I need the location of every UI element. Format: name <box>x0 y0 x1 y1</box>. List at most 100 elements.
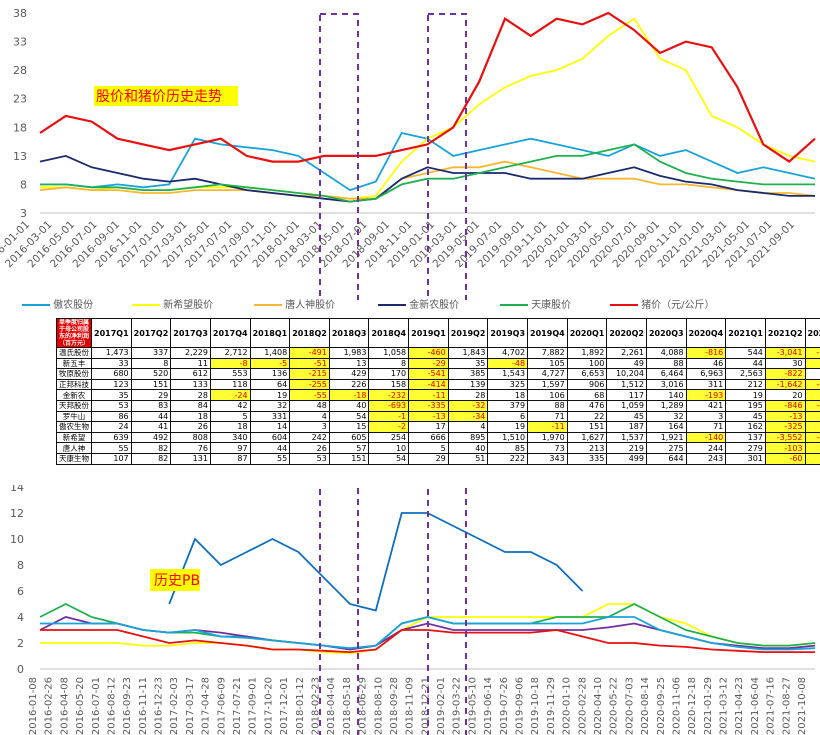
profit-table-cell: 140 <box>645 389 687 401</box>
profit-table-cell: 164 <box>645 421 687 433</box>
profit-table-cell: -140 <box>685 431 727 444</box>
profit-table-company: 天邦股份 <box>56 399 92 412</box>
profit-table-cell: -414 <box>408 378 449 391</box>
profit-table-cell: -332 <box>804 389 820 401</box>
profit-table-cell: 158 <box>368 378 410 391</box>
profit-table-col-header: 2017Q3 <box>170 318 211 348</box>
profit-table-cell: -11 <box>408 389 449 401</box>
profit-table-cell: 4,088 <box>645 347 687 359</box>
table-row: 罗牛山8644185331454-1-13-34671224532345-13-… <box>56 410 820 423</box>
bottom-x-tick-label: 2020-04-10 <box>593 677 604 735</box>
profit-table-cell: 3 <box>685 410 727 423</box>
bottom-x-tick-label: 2021-07-16 <box>766 677 777 735</box>
profit-table-cell: -193 <box>685 389 727 401</box>
profit-table-cell: 71 <box>527 410 568 423</box>
profit-table-col-header: 2019Q2 <box>447 318 489 348</box>
profit-table-cell: 35 <box>91 389 132 401</box>
profit-table-cell: 311 <box>685 378 727 391</box>
profit-table-cell: 808 <box>170 431 211 444</box>
profit-table-cell: 20 <box>764 389 806 401</box>
bottom-x-tick-label: 2016-09-23 <box>122 677 133 735</box>
bottom-chart: 14 12 10 8 6 4 2 0 2016-01-08 2016-02-26 2016-04-… <box>10 485 820 735</box>
bottom-x-tick-label: 2021-06-04 <box>750 677 761 735</box>
profit-table-cell: 28 <box>447 389 489 401</box>
legend-label-xinxiwang: 新希望股价 <box>163 300 214 311</box>
bottom-x-tick-label: 2020-01-10 <box>562 677 573 735</box>
profit-table-cell: 1,970 <box>527 431 568 444</box>
profit-table-cell: 429 <box>328 368 370 380</box>
bottom-x-tick-label: 2019-03-22 <box>452 677 463 735</box>
profit-table-cell: 26 <box>289 442 330 454</box>
profit-table-cell: 41 <box>130 421 172 433</box>
profit-table-cell: 123 <box>91 378 132 391</box>
profit-table-cell: 22 <box>566 410 608 423</box>
table-row: 牧原股份 680 520 612 553 136 -215 429 170 -541 385 1,54… <box>56 368 820 380</box>
profit-table-cell: -816 <box>685 347 727 359</box>
table-row: 新希望 639 492 808 340 604 242 605 254 666 895 1,510 1,… <box>56 431 820 444</box>
profit-table-cell: 421 <box>685 399 727 412</box>
profit-table-cell: -541 <box>408 368 449 380</box>
profit-table-corner: 单季度归属于母公司股东的净利润（百万元） <box>56 318 92 348</box>
profit-table-cell: 28 <box>170 389 211 401</box>
profit-table-cell: 26 <box>170 421 211 433</box>
profit-table-cell: -215 <box>289 368 330 380</box>
profit-table-cell: 553 <box>209 368 251 380</box>
profit-table-cell: 18 <box>209 421 251 433</box>
profit-table-cell: 343 <box>527 452 568 465</box>
profit-table-cell: -24 <box>209 389 251 401</box>
profit-table-cell: 24 <box>91 421 132 433</box>
profit-table-col-header: 2020Q2 <box>606 318 647 348</box>
profit-table-cell: 44 <box>130 410 172 423</box>
profit-table-cell: 88 <box>527 399 568 412</box>
bottom-y-tick-label: 4 <box>17 611 24 624</box>
bottom-x-tick-label: 2018-12-21 <box>420 677 431 735</box>
profit-table-cell: 45 <box>606 410 647 423</box>
profit-table-cell: 84 <box>170 399 211 412</box>
profit-table-cell: 82 <box>130 452 172 465</box>
bottom-x-tick-label: 2019-09-06 <box>515 677 526 735</box>
profit-table-cell: 6,653 <box>566 368 608 380</box>
profit-table-cell: 187 <box>606 421 647 433</box>
legend-item-tiankang: 天康股价 <box>500 296 571 311</box>
profit-table-cell: -2 <box>368 421 410 433</box>
table-row: 唐人神 55 82 76 97 44 26 57 10 5 40 85 73 213 219 275 244 27… <box>56 442 820 454</box>
profit-table-cell: 2,261 <box>606 347 647 359</box>
profit-table-cell: 379 <box>487 399 529 412</box>
profit-table-company: 温氏股份 <box>56 347 92 359</box>
profit-table-cell: 8 <box>130 357 172 370</box>
profit-table-cell: 212 <box>725 378 766 391</box>
profit-table-cell: 7,882 <box>527 347 568 359</box>
profit-table-cell: -103 <box>764 442 806 454</box>
profit-table-cell: 48 <box>289 399 330 412</box>
profit-table-cell: 54 <box>328 410 370 423</box>
bottom-x-tick-label: 2018-08-10 <box>373 677 384 735</box>
bottom-x-tick-label: 2019-07-26 <box>499 677 510 735</box>
bottom-y-tick-label: 6 <box>17 585 24 598</box>
table-row: 温氏股份 1,473 337 2,229 2,712 1,408 -491 1,983 1,05… <box>56 347 820 359</box>
bottom-x-tick-label: 2016-11-11 <box>138 677 149 735</box>
profit-table-cell: 243 <box>685 452 727 465</box>
profit-table-cell: 605 <box>328 431 370 444</box>
profit-table-cell: 68 <box>566 389 608 401</box>
top-series-pork <box>39 11 816 163</box>
profit-table-cell: 15 <box>328 421 370 433</box>
bottom-x-tick-label: 2017-09-01 <box>248 677 259 735</box>
profit-table-cell: -5 <box>249 357 291 370</box>
profit-table-cell: 337 <box>130 347 172 359</box>
top-chart: 38 33 28 23 18 13 8 3 2016-01-012016-03-012016-… <box>0 7 816 300</box>
profit-table-company: 新五丰 <box>56 357 92 370</box>
bottom-x-tick-label: 2017-12-01 <box>279 677 290 735</box>
profit-table-cell: 6 <box>487 410 529 423</box>
profit-table-cell: -6,197 <box>804 378 820 391</box>
bottom-chart-title-bg <box>150 569 200 591</box>
profit-table-cell: 87 <box>209 452 251 465</box>
profit-table-cell: 151 <box>566 421 608 433</box>
bottom-x-tick-label: 2017-02-03 <box>169 677 180 735</box>
profit-table-cell: 71 <box>685 421 727 433</box>
top-chart-x-ticks: 2016-01-012016-03-012016-05-012016-07-01… <box>0 219 797 271</box>
profit-table-cell: -8 <box>209 357 251 370</box>
dashed-box-2018q2 <box>319 13 359 300</box>
table-row: 金新农 35 29 28 -24 19 -55 -18 -232 -11 28 18 106 68 117 1… <box>56 389 820 401</box>
profit-table-cell: 33 <box>91 357 132 370</box>
bottom-y-tick-label: 8 <box>17 559 24 572</box>
